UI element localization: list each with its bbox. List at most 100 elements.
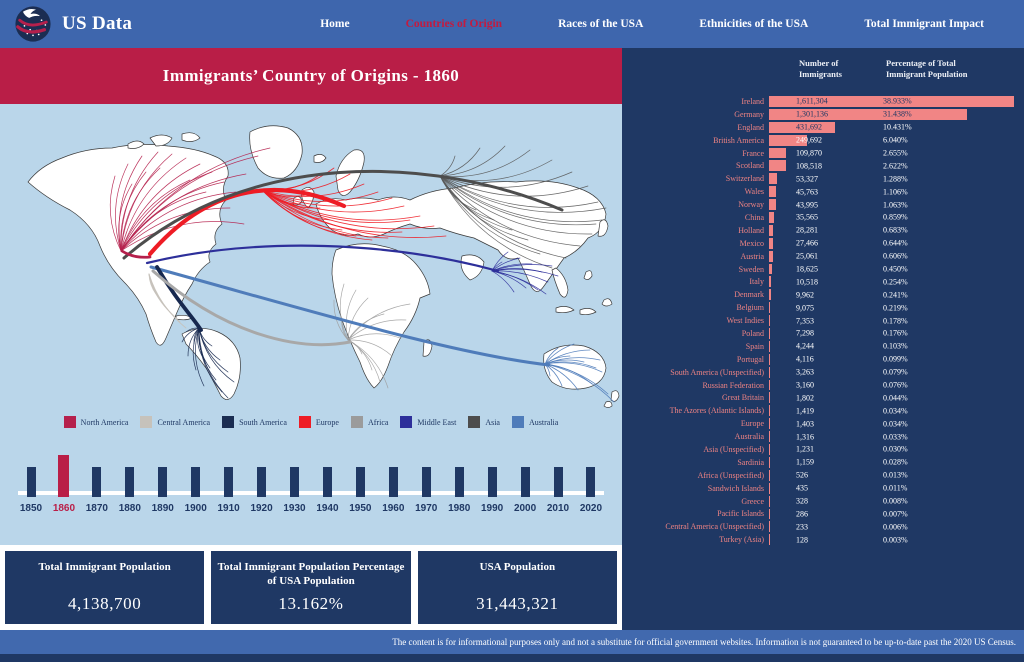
timeline-year-1890[interactable]: 1890 xyxy=(150,439,176,535)
country-label: Norway xyxy=(738,200,764,210)
immigrants-percentage: 0.007% xyxy=(883,509,908,519)
page-title: Immigrants’ Country of Origins - 1860 xyxy=(162,66,460,85)
bar-area: 1,316 0.033% xyxy=(768,430,1016,443)
bar-area: 249,692 6.040% xyxy=(768,134,1016,147)
immigrants-percentage: 1.288% xyxy=(883,174,908,184)
stat-value: 31,443,321 xyxy=(476,594,559,613)
country-row: Spain 4,244 0.103% xyxy=(622,340,1016,353)
legend-item: Australia xyxy=(511,416,558,428)
immigrants-percentage: 0.178% xyxy=(883,316,908,326)
timeline-year-tick xyxy=(388,467,398,497)
timeline-year-1860[interactable]: 1860 xyxy=(51,439,77,535)
immigrants-count: 328 xyxy=(796,496,808,506)
immigrants-percentage: 0.033% xyxy=(883,432,908,442)
immigrants-count: 128 xyxy=(796,535,808,545)
immigrants-count: 4,116 xyxy=(796,354,814,364)
country-label: Sardinia xyxy=(737,457,764,467)
timeline-year-label: 1910 xyxy=(217,503,240,514)
world-migration-flow-map xyxy=(27,125,620,408)
timeline-year-1900[interactable]: 1900 xyxy=(183,439,209,535)
country-row: Great Britain 1,802 0.044% xyxy=(622,391,1016,404)
immigrants-count: 9,075 xyxy=(796,303,814,313)
nav-item-home[interactable]: Home xyxy=(320,18,350,30)
country-row: Portugal 4,116 0.099% xyxy=(622,353,1016,366)
timeline-year-1990[interactable]: 1990 xyxy=(479,439,505,535)
bar-area: 3,263 0.079% xyxy=(768,366,1016,379)
immigrants-bar xyxy=(769,160,786,172)
immigrants-percentage: 0.034% xyxy=(883,419,908,429)
immigrants-percentage: 0.079% xyxy=(883,367,908,377)
immigrants-bar xyxy=(769,405,770,417)
immigrants-bar xyxy=(769,276,771,288)
nav-item-ethnicities-of-the-usa[interactable]: Ethnicities of the USA xyxy=(699,18,809,30)
timeline-year-1920[interactable]: 1920 xyxy=(249,439,275,535)
immigrants-bar xyxy=(769,121,835,133)
country-label: England xyxy=(737,122,764,132)
country-row: Turkey (Asia) 128 0.003% xyxy=(622,533,1016,546)
country-label: Great Britain xyxy=(722,393,764,403)
timeline-year-2000[interactable]: 2000 xyxy=(512,439,538,535)
timeline-year-1870[interactable]: 1870 xyxy=(84,439,110,535)
country-row: Greece 328 0.008% xyxy=(622,495,1016,508)
bar-area: 1,611,304 38.933% xyxy=(768,95,1016,108)
immigrants-bar xyxy=(769,353,770,365)
immigrants-bar xyxy=(769,96,1014,107)
timeline-year-label: 1960 xyxy=(382,503,405,514)
timeline-year-1880[interactable]: 1880 xyxy=(117,439,143,535)
timeline-year-2020[interactable]: 2020 xyxy=(578,439,604,535)
timeline-year-1980[interactable]: 1980 xyxy=(446,439,472,535)
immigrants-percentage: 0.254% xyxy=(883,277,908,287)
bar-area: 328 0.008% xyxy=(768,495,1016,508)
immigrants-percentage: 0.241% xyxy=(883,290,908,300)
immigrants-bar xyxy=(769,173,778,185)
footer-bottom-strip xyxy=(0,654,1024,662)
immigrants-bar xyxy=(769,418,770,430)
country-row: Europe 1,403 0.034% xyxy=(622,417,1016,430)
timeline-year-label: 1940 xyxy=(316,503,339,514)
immigrants-count: 3,160 xyxy=(796,380,814,390)
bar-area: 25,061 0.606% xyxy=(768,250,1016,263)
immigrants-count: 109,870 xyxy=(796,148,822,158)
immigrants-percentage: 2.622% xyxy=(883,161,908,171)
timeline-year-1850[interactable]: 1850 xyxy=(18,439,44,535)
immigrants-percentage: 0.606% xyxy=(883,251,908,261)
country-label: South America (Unspecified) xyxy=(670,367,764,377)
country-row: Ireland 1,611,304 38.933% xyxy=(622,95,1016,108)
immigrants-bar xyxy=(769,186,776,198)
timeline-year-tick xyxy=(191,467,201,497)
immigrants-bar xyxy=(769,289,771,301)
timeline-year-1960[interactable]: 1960 xyxy=(380,439,406,535)
nav-item-races-of-the-usa[interactable]: Races of the USA xyxy=(558,18,644,30)
timeline-year-label: 1870 xyxy=(85,503,108,514)
timeline-year-2010[interactable]: 2010 xyxy=(545,439,571,535)
immigrants-count: 526 xyxy=(796,470,808,480)
country-label: The Azores (Atlantic Islands) xyxy=(669,406,764,416)
immigrants-count: 7,298 xyxy=(796,328,814,338)
bar-area: 53,327 1.288% xyxy=(768,172,1016,185)
legend-label: Asia xyxy=(485,417,500,427)
bar-area: 10,518 0.254% xyxy=(768,275,1016,288)
nav-item-countries-of-origin[interactable]: Countries of Origin xyxy=(405,18,503,30)
timeline-year-1970[interactable]: 1970 xyxy=(413,439,439,535)
timeline-year-1940[interactable]: 1940 xyxy=(314,439,340,535)
bar-area: 45,763 1.106% xyxy=(768,185,1016,198)
stat-card-total-immigrant-population: Total Immigrant Population 4,138,700 xyxy=(5,551,205,624)
timeline-year-tick xyxy=(257,467,267,497)
country-row: China 35,565 0.859% xyxy=(622,211,1016,224)
immigrants-count: 43,995 xyxy=(796,200,818,210)
immigrants-bar xyxy=(769,534,770,546)
timeline-year-label: 1900 xyxy=(184,503,207,514)
immigrants-bar xyxy=(769,508,770,520)
timeline: 1850 1860 1870 1880 1890 1900 1910 1920 … xyxy=(18,439,604,535)
us-data-logo[interactable]: US Data xyxy=(14,5,132,43)
immigrants-bar xyxy=(769,237,774,249)
legend-swatch-icon xyxy=(400,416,413,428)
timeline-year-1910[interactable]: 1910 xyxy=(216,439,242,535)
immigrants-percentage: 0.028% xyxy=(883,457,908,467)
legend-label: Middle East xyxy=(417,417,457,427)
timeline-year-1950[interactable]: 1950 xyxy=(347,439,373,535)
timeline-year-tick xyxy=(322,467,332,497)
country-row: Norway 43,995 1.063% xyxy=(622,198,1016,211)
nav-item-total-immigrant-impact[interactable]: Total Immigrant Impact xyxy=(864,18,984,30)
timeline-year-1930[interactable]: 1930 xyxy=(282,439,308,535)
